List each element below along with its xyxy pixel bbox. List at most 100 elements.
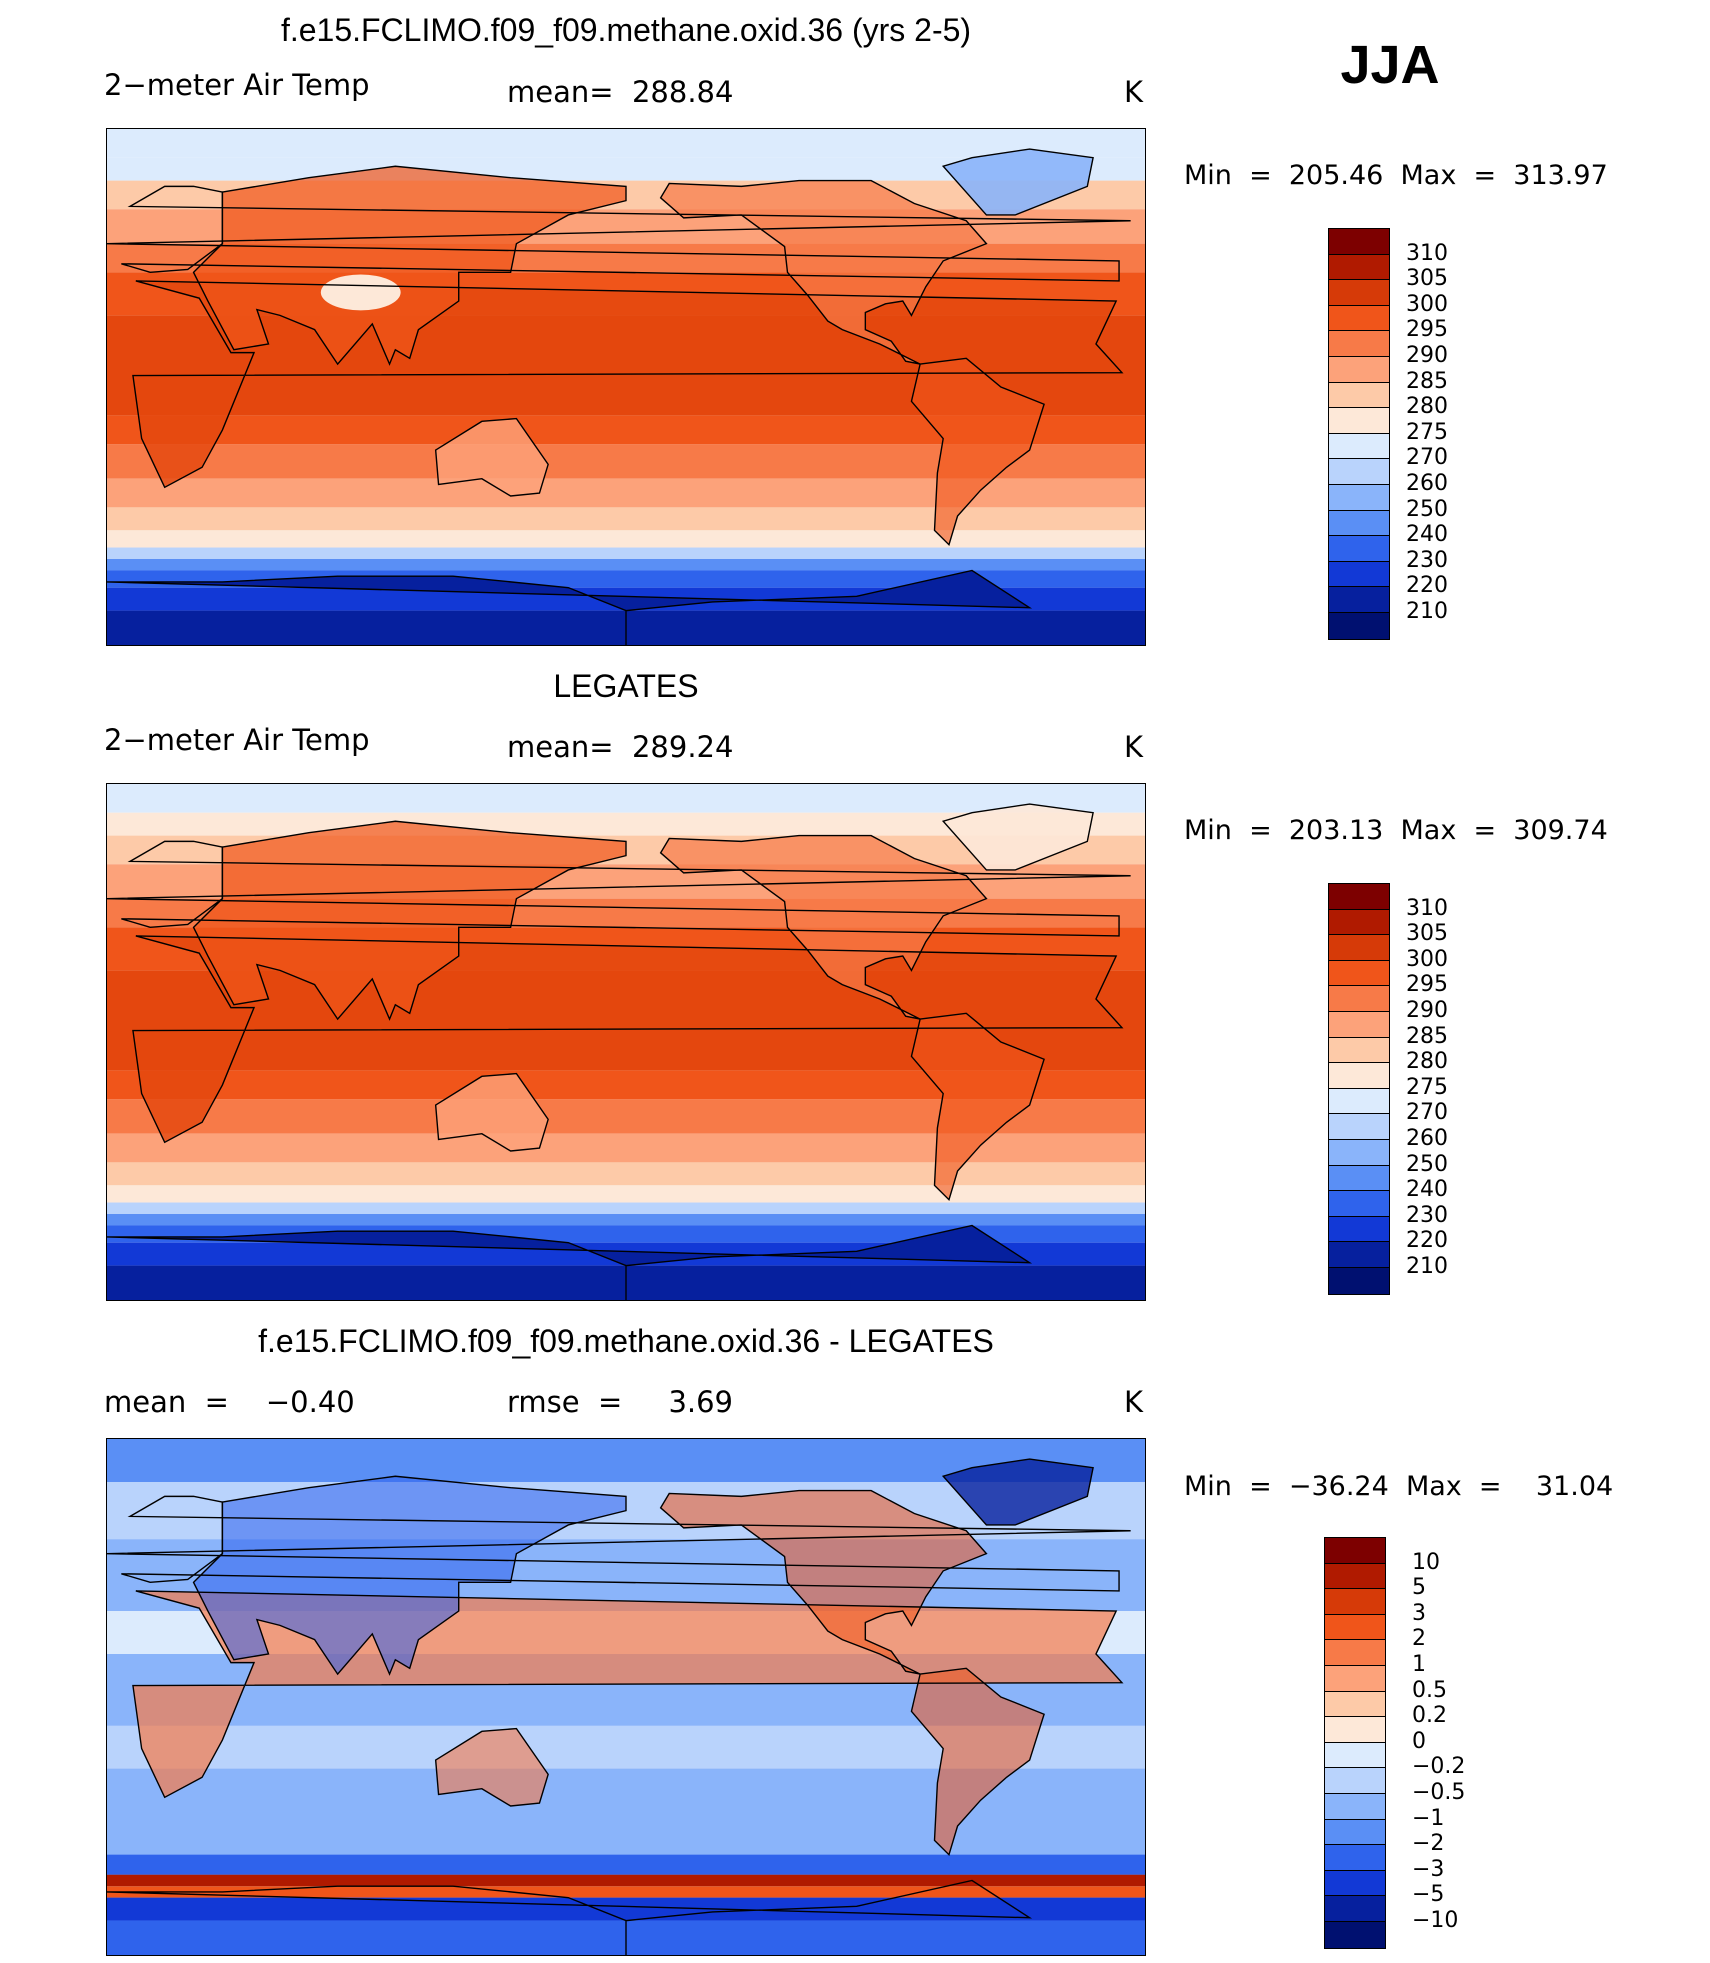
colorbar-tick-label: 280 bbox=[1406, 394, 1448, 420]
colorbar-cell bbox=[1325, 1640, 1385, 1666]
colorbar-cell bbox=[1325, 1538, 1385, 1564]
colorbar-cell bbox=[1325, 1691, 1385, 1718]
colorbar-cell bbox=[1329, 254, 1389, 281]
colorbar-cell bbox=[1329, 1037, 1389, 1064]
colorbar-tick-label: 290 bbox=[1406, 343, 1448, 368]
colorbar-tick-label: 290 bbox=[1406, 998, 1448, 1023]
panel2-map bbox=[106, 783, 1146, 1301]
colorbar-tick-label: 310 bbox=[1406, 895, 1448, 921]
colorbar-cell bbox=[1329, 280, 1389, 306]
panel1-mean-label: mean= 288.84 bbox=[507, 75, 734, 109]
colorbar-cell bbox=[1329, 1267, 1389, 1294]
panel1-title: f.e15.FCLIMO.f09_f09.methane.oxid.36 (yr… bbox=[280, 12, 972, 48]
colorbar-cell bbox=[1325, 1921, 1385, 1948]
panel2-title: LEGATES bbox=[553, 668, 699, 704]
panel2-mean-label: mean= 289.24 bbox=[507, 730, 734, 764]
colorbar-tick-label: −5 bbox=[1412, 1882, 1445, 1908]
colorbar-tick-label: 220 bbox=[1406, 1228, 1448, 1254]
colorbar-tick-label: 230 bbox=[1406, 547, 1448, 573]
panel3-mean-label: mean = −0.40 bbox=[104, 1385, 355, 1419]
colorbar-tick-label: 305 bbox=[1406, 266, 1448, 292]
colorbar-cell bbox=[1325, 1793, 1385, 1820]
colorbar-cell bbox=[1325, 1742, 1385, 1769]
colorbar-tick-label: 270 bbox=[1406, 1100, 1448, 1126]
panel1-colorbar bbox=[1328, 228, 1390, 640]
colorbar-tick-label: 275 bbox=[1406, 1074, 1448, 1100]
colorbar-tick-label: 275 bbox=[1406, 419, 1448, 445]
colorbar-cell bbox=[1329, 612, 1389, 639]
colorbar-cell bbox=[1329, 382, 1389, 409]
colorbar-cell bbox=[1329, 1242, 1389, 1268]
colorbar-cell bbox=[1329, 536, 1389, 562]
colorbar-tick-label: 300 bbox=[1406, 291, 1448, 317]
colorbar-tick-label: 210 bbox=[1406, 599, 1448, 624]
colorbar-cell bbox=[1329, 229, 1389, 255]
colorbar-tick-label: 5 bbox=[1412, 1575, 1426, 1601]
colorbar-tick-label: 295 bbox=[1406, 972, 1448, 998]
colorbar-tick-label: 310 bbox=[1406, 240, 1448, 266]
panel2-units: K bbox=[1124, 730, 1144, 764]
colorbar-cell bbox=[1329, 331, 1389, 357]
colorbar-cell bbox=[1329, 1191, 1389, 1217]
colorbar-tick-label: 0.5 bbox=[1412, 1677, 1447, 1703]
colorbar-cell bbox=[1325, 1589, 1385, 1615]
colorbar-cell bbox=[1325, 1845, 1385, 1871]
colorbar-cell bbox=[1329, 1216, 1389, 1243]
colorbar-tick-label: 260 bbox=[1406, 471, 1448, 496]
colorbar-cell bbox=[1325, 1819, 1385, 1846]
colorbar-tick-label: 240 bbox=[1406, 1177, 1448, 1203]
colorbar-tick-label: −3 bbox=[1412, 1856, 1445, 1882]
colorbar-tick-label: 300 bbox=[1406, 946, 1448, 972]
colorbar-cell bbox=[1329, 884, 1389, 910]
panel1-variable-label: 2−meter Air Temp bbox=[104, 68, 370, 102]
colorbar-cell bbox=[1329, 1165, 1389, 1192]
panel1-map bbox=[106, 128, 1146, 646]
colorbar-cell bbox=[1329, 1063, 1389, 1089]
colorbar-tick-label: 210 bbox=[1406, 1254, 1448, 1279]
colorbar-tick-label: −2 bbox=[1412, 1831, 1445, 1857]
panel3-minmax: Min = −36.24 Max = 31.04 bbox=[1184, 1471, 1614, 1502]
colorbar-cell bbox=[1325, 1870, 1385, 1897]
colorbar-cell bbox=[1329, 561, 1389, 588]
colorbar-cell bbox=[1325, 1614, 1385, 1641]
colorbar-cell bbox=[1325, 1665, 1385, 1692]
colorbar-tick-label: 3 bbox=[1412, 1600, 1426, 1626]
colorbar-cell bbox=[1325, 1563, 1385, 1590]
colorbar-tick-label: 1 bbox=[1412, 1652, 1426, 1677]
panel3-map bbox=[106, 1438, 1146, 1956]
colorbar-cell bbox=[1325, 1768, 1385, 1794]
colorbar-cell bbox=[1325, 1717, 1385, 1743]
colorbar-cell bbox=[1329, 986, 1389, 1012]
colorbar-tick-label: 305 bbox=[1406, 921, 1448, 947]
colorbar-tick-label: 10 bbox=[1412, 1549, 1440, 1575]
panel1-minmax: Min = 205.46 Max = 313.97 bbox=[1184, 160, 1608, 191]
colorbar-tick-label: 240 bbox=[1406, 522, 1448, 548]
colorbar-tick-label: −0.5 bbox=[1412, 1780, 1466, 1805]
colorbar-cell bbox=[1329, 960, 1389, 987]
panel3-title: f.e15.FCLIMO.f09_f09.methane.oxid.36 - L… bbox=[258, 1323, 994, 1359]
colorbar-cell bbox=[1329, 1011, 1389, 1038]
colorbar-cell bbox=[1329, 1088, 1389, 1115]
colorbar-tick-label: 230 bbox=[1406, 1202, 1448, 1228]
colorbar-tick-label: 250 bbox=[1406, 496, 1448, 522]
colorbar-cell bbox=[1329, 1139, 1389, 1166]
panel2-variable-label: 2−meter Air Temp bbox=[104, 723, 370, 757]
colorbar-cell bbox=[1329, 510, 1389, 537]
colorbar-cell bbox=[1329, 484, 1389, 511]
panel3-rmse-label: rmse = 3.69 bbox=[507, 1385, 734, 1419]
panel3-units: K bbox=[1124, 1385, 1144, 1419]
colorbar-tick-label: 285 bbox=[1406, 1023, 1448, 1049]
colorbar-tick-label: 220 bbox=[1406, 573, 1448, 599]
colorbar-tick-label: −0.2 bbox=[1412, 1754, 1466, 1780]
colorbar-cell bbox=[1329, 408, 1389, 434]
colorbar-tick-label: 295 bbox=[1406, 317, 1448, 343]
colorbar-tick-label: 2 bbox=[1412, 1626, 1426, 1652]
colorbar-tick-label: 0 bbox=[1412, 1728, 1426, 1754]
colorbar-tick-label: 250 bbox=[1406, 1151, 1448, 1177]
panel1-units: K bbox=[1124, 75, 1144, 109]
colorbar-cell bbox=[1329, 305, 1389, 332]
panel3-colorbar bbox=[1324, 1537, 1386, 1949]
colorbar-tick-label: 0.2 bbox=[1412, 1703, 1447, 1729]
colorbar-cell bbox=[1325, 1896, 1385, 1922]
colorbar-cell bbox=[1329, 935, 1389, 961]
